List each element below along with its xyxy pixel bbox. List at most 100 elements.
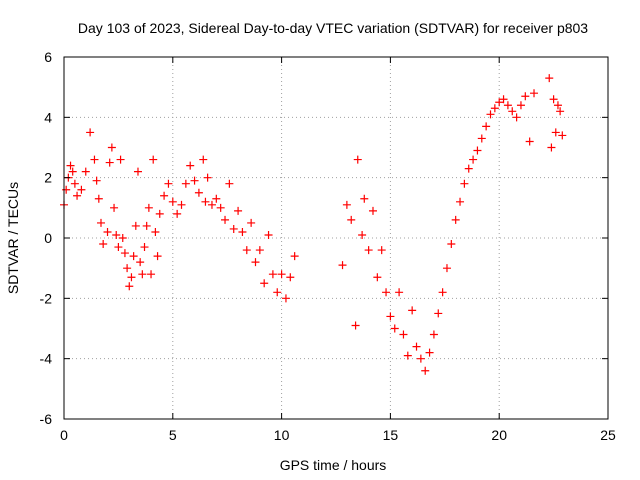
x-tick-label: 0 [60, 427, 68, 443]
data-point [203, 173, 212, 182]
data-point [425, 348, 434, 357]
data-point [199, 155, 208, 164]
data-point [138, 270, 147, 279]
data-point [173, 209, 182, 218]
x-tick-label: 20 [491, 427, 507, 443]
data-point [110, 203, 119, 212]
data-point [469, 155, 478, 164]
data-point [373, 273, 382, 282]
data-point [70, 179, 79, 188]
data-point [68, 167, 77, 176]
data-point [495, 98, 504, 107]
data-point [247, 218, 256, 227]
data-point [105, 158, 114, 167]
chart-title: Day 103 of 2023, Sidereal Day-to-day VTE… [78, 20, 588, 36]
data-point [153, 252, 162, 261]
data-point [133, 167, 142, 176]
data-point [77, 185, 86, 194]
data-point [190, 176, 199, 185]
data-point [118, 234, 127, 242]
data-point [456, 197, 465, 206]
data-point [545, 74, 554, 83]
x-tick-label: 15 [383, 427, 399, 443]
data-point [447, 240, 456, 249]
data-point [207, 200, 216, 209]
data-point [525, 137, 534, 146]
x-tick-label: 10 [274, 427, 290, 443]
data-point [251, 258, 260, 267]
data-point [547, 143, 556, 152]
data-point [216, 203, 225, 212]
data-point [338, 261, 347, 270]
data-point [268, 270, 277, 279]
data-point [86, 128, 95, 137]
data-point [177, 200, 186, 209]
data-point [264, 230, 273, 239]
y-tick-label: -6 [40, 411, 53, 427]
data-point [442, 264, 451, 273]
data-point [221, 215, 230, 224]
data-point [194, 188, 203, 197]
data-point [360, 194, 369, 203]
data-point [260, 279, 269, 288]
data-point [62, 185, 71, 194]
data-point [66, 161, 75, 170]
data-point [434, 309, 443, 318]
data-point [90, 155, 99, 164]
data-point [125, 282, 134, 291]
data-point [521, 92, 530, 101]
data-point [416, 354, 425, 363]
data-point [286, 273, 295, 282]
data-point [512, 113, 521, 122]
data-point [164, 179, 173, 188]
data-point [451, 215, 460, 224]
data-point [114, 243, 123, 252]
data-point [482, 122, 491, 131]
data-point [123, 264, 132, 273]
data-point [464, 164, 473, 173]
data-point [155, 209, 164, 218]
data-point [368, 206, 377, 215]
data-series-p803 [60, 74, 567, 375]
x-axis-label: GPS time / hours [280, 457, 387, 473]
data-point [408, 306, 417, 315]
data-point [503, 101, 512, 110]
data-point [129, 252, 138, 261]
y-tick-label: -2 [40, 290, 53, 306]
data-point [131, 221, 140, 230]
y-tick-label: 2 [44, 170, 52, 186]
data-point [168, 197, 177, 206]
data-point [112, 230, 121, 239]
data-point [421, 366, 430, 375]
data-point [403, 351, 412, 360]
data-point [399, 330, 408, 339]
data-point [395, 288, 404, 297]
data-point [364, 246, 373, 255]
x-tick-label: 5 [169, 427, 177, 443]
data-point [94, 194, 103, 203]
y-tick-label: 4 [44, 109, 52, 125]
data-point [99, 240, 108, 249]
data-point [351, 321, 360, 330]
data-point [499, 95, 508, 104]
data-point [225, 179, 234, 188]
data-point [147, 270, 156, 279]
data-point [201, 197, 210, 206]
data-point [238, 227, 247, 236]
data-point [558, 131, 567, 140]
data-point [273, 288, 282, 297]
data-point [142, 221, 151, 230]
data-point [136, 258, 145, 267]
data-point [81, 167, 90, 176]
data-point [144, 203, 153, 212]
data-point [116, 155, 125, 164]
data-point [460, 179, 469, 188]
data-point [549, 95, 558, 104]
data-point [277, 270, 286, 279]
data-point [556, 107, 565, 116]
data-point [96, 218, 105, 227]
data-point [486, 110, 495, 119]
data-point [127, 273, 136, 282]
data-point [358, 230, 367, 239]
